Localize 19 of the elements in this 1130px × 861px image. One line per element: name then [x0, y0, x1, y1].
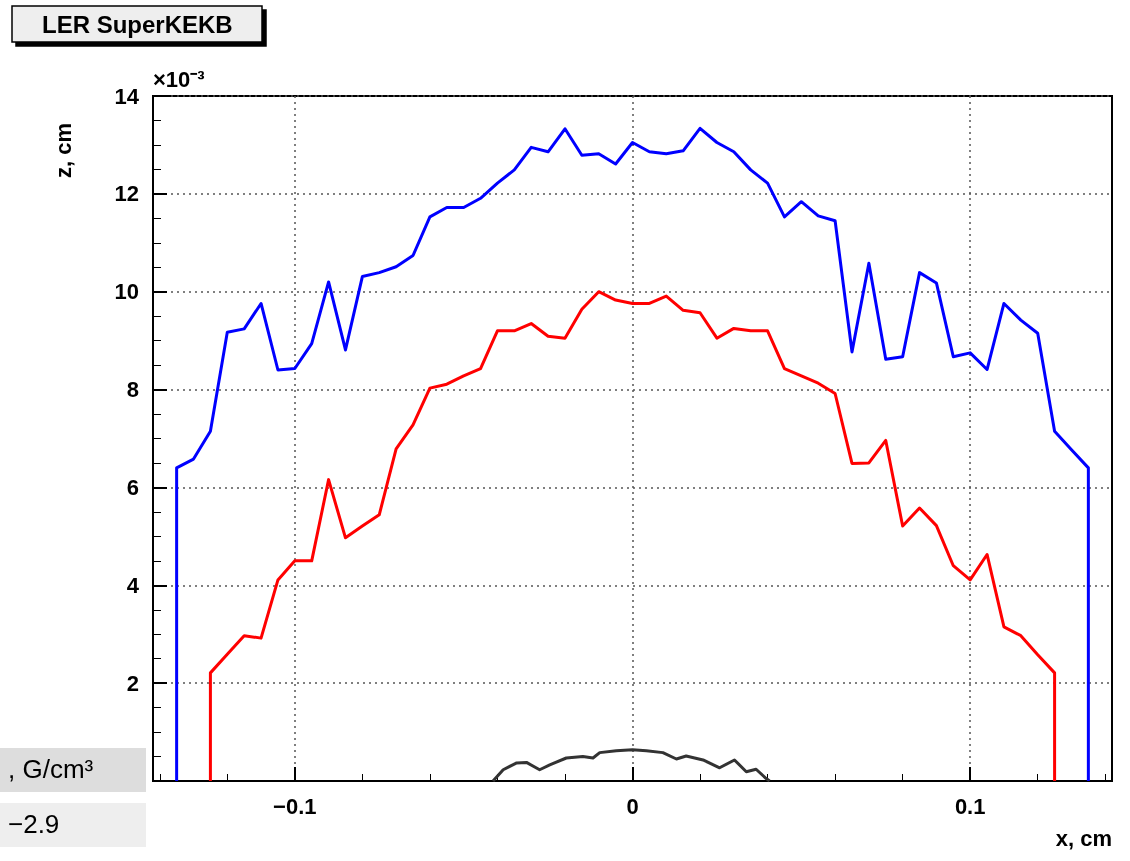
chart-title: LER SuperKEKB: [42, 10, 233, 38]
line-series: [491, 748, 772, 783]
y-tick-label: 4: [126, 572, 140, 598]
x-tick-label: 0: [626, 793, 639, 819]
y-tick-label: 12: [114, 181, 139, 207]
y-axis-title: z, cm: [50, 122, 76, 178]
text: −2.9: [8, 809, 60, 839]
x-tick-label: 0.1: [954, 793, 986, 819]
x-axis-title: x, cm: [1055, 825, 1112, 851]
y-tick-label: 6: [126, 474, 139, 500]
line-series: [208, 290, 1057, 783]
text: ×10⁻³: [153, 66, 205, 92]
x-tick-label: −0.1: [273, 793, 317, 819]
line-series: [175, 126, 1090, 783]
y-tick-label: 10: [114, 279, 139, 305]
y-tick-label: 8: [126, 377, 139, 403]
text: , G/cm³: [8, 754, 94, 784]
y-tick-label: 2: [126, 670, 139, 696]
y-tick-label: 14: [114, 83, 140, 109]
